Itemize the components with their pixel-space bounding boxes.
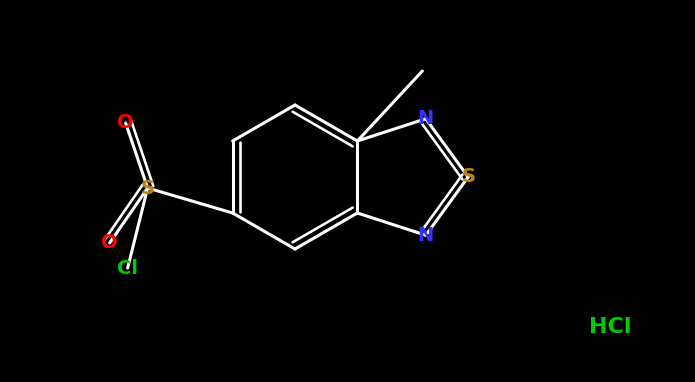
Text: Cl: Cl — [117, 259, 138, 277]
Text: HCl: HCl — [589, 317, 631, 337]
Text: S: S — [461, 167, 475, 186]
Text: O: O — [101, 233, 118, 253]
Text: N: N — [418, 226, 434, 245]
Text: S: S — [140, 178, 155, 197]
Text: O: O — [117, 113, 134, 133]
Text: N: N — [418, 109, 434, 128]
